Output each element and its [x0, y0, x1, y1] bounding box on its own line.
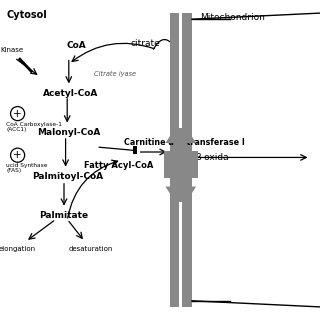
Bar: [164, 151, 198, 178]
Text: +: +: [13, 108, 22, 119]
Text: Malonyl-CoA: Malonyl-CoA: [37, 128, 100, 137]
Polygon shape: [185, 134, 196, 143]
Polygon shape: [165, 187, 177, 196]
Bar: [182, 13, 192, 307]
Text: elongation: elongation: [0, 246, 36, 252]
Bar: [174, 128, 187, 202]
Text: Carnitine acyltransferase I: Carnitine acyltransferase I: [124, 138, 244, 147]
Text: Palmitate: Palmitate: [39, 211, 89, 220]
Text: ucid Synthase: ucid Synthase: [6, 163, 48, 168]
Text: citrate: citrate: [131, 39, 160, 48]
Text: +: +: [13, 150, 22, 160]
Text: Cytosol: Cytosol: [6, 10, 47, 20]
Bar: [179, 13, 182, 307]
Text: Citrate lyase: Citrate lyase: [94, 70, 136, 76]
Text: Fatty Acyl-CoA: Fatty Acyl-CoA: [84, 161, 153, 170]
Text: (FAS): (FAS): [6, 168, 22, 173]
Polygon shape: [185, 187, 196, 196]
Text: Mitochondrion: Mitochondrion: [200, 13, 265, 22]
Circle shape: [11, 148, 25, 162]
Text: CoA Carboxylase-1: CoA Carboxylase-1: [6, 122, 62, 127]
Text: β-oxida: β-oxida: [195, 153, 229, 162]
Bar: [170, 13, 179, 307]
Text: Palmitoyl-CoA: Palmitoyl-CoA: [32, 172, 103, 181]
Circle shape: [11, 107, 25, 121]
Text: (ACC1): (ACC1): [6, 127, 27, 132]
Bar: [133, 146, 137, 154]
Text: desaturation: desaturation: [69, 246, 113, 252]
Text: Acetyl-CoA: Acetyl-CoA: [43, 89, 98, 98]
Text: CoA: CoA: [67, 41, 87, 50]
Polygon shape: [165, 134, 177, 143]
Text: Kinase: Kinase: [0, 47, 23, 53]
